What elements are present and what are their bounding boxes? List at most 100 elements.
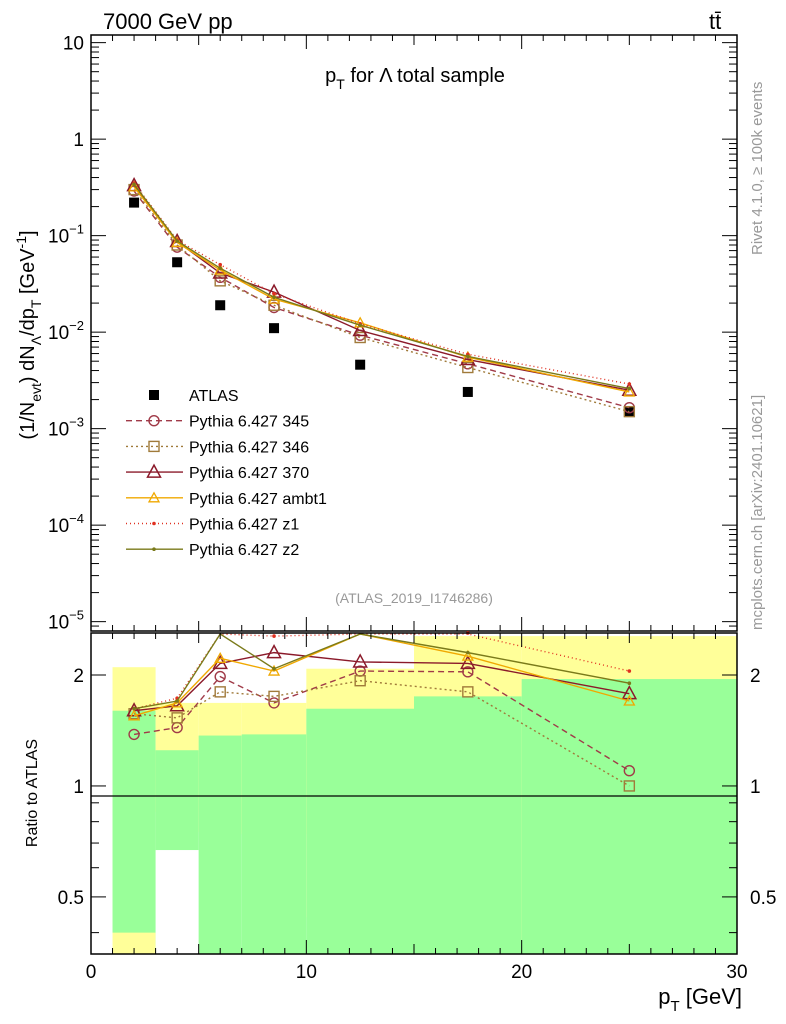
main-axes: 10 1 10−1 10−2 10−3 10−4 10−5 [48, 34, 738, 634]
data-point [129, 197, 140, 208]
main-y-axis-label: (1/Nevt) dNΛ/dpT [GeV-1] [13, 230, 44, 439]
green-band [306, 708, 414, 954]
main-y-tick-label: 10 [63, 34, 84, 55]
process-label: tt̄ [709, 9, 721, 34]
ratio-uncertainty-bands [112, 636, 737, 954]
ratio-data-point [214, 651, 227, 663]
ratio-data-point [266, 644, 282, 659]
main-y-tick-label: 10−5 [48, 608, 84, 634]
main-y-tick-label: 1 [73, 130, 84, 151]
data-point [462, 386, 473, 397]
data-point [172, 257, 183, 268]
main-plot-frame [90, 34, 738, 632]
ratio-data-point [462, 686, 474, 698]
ratio-series-line [133, 670, 630, 772]
white-band [155, 850, 199, 954]
data-point [218, 262, 222, 267]
main-panel: 10 1 10−1 10−2 10−3 10−4 10−5 pT for Λ total s… [13, 34, 738, 634]
data-point [354, 331, 366, 344]
ratio-data-point [268, 690, 280, 703]
data-point [175, 239, 179, 243]
ratio-data-point [128, 728, 140, 741]
series-line [133, 185, 630, 391]
ratio-data-point [621, 685, 638, 700]
data-point [623, 385, 636, 397]
legend-label: Pythia 6.427 ambt1 [189, 491, 327, 508]
legend-marker [148, 415, 160, 427]
ratio-axes: 0.5 0.51 12 20 10 20 30 [58, 633, 776, 983]
legend-label: ATLAS [189, 388, 239, 405]
data-point [218, 266, 222, 270]
ratio-data-point [627, 681, 632, 686]
legend-marker [152, 521, 156, 526]
data-point [621, 381, 638, 396]
ratio-data-point [132, 706, 136, 711]
main-y-tick-label: 10−2 [48, 318, 84, 344]
data-point [627, 386, 632, 391]
legend-marker [148, 440, 160, 453]
ratio-y-tick-label: 1 [73, 777, 84, 798]
ratio-panel: 0.5 0.51 12 20 10 20 30 Ratio to ATLAS pT [GeV… [24, 631, 776, 1015]
mcplots-label: mcplots.cern.ch [arXiv:2401.10621] [749, 395, 766, 630]
ratio-data-point [267, 664, 281, 676]
series-line [133, 186, 630, 393]
green-band [112, 710, 156, 933]
ratio-data-point [272, 634, 276, 638]
green-band [241, 734, 307, 954]
energy-label: 7000 GeV pp [103, 9, 233, 34]
main-title: pT for Λ total sample [325, 65, 505, 92]
legend-label: Pythia 6.427 345 [189, 414, 309, 431]
data-point [358, 323, 362, 328]
series-line [133, 189, 630, 413]
ratio-data-point [623, 780, 636, 792]
series-line [133, 183, 630, 390]
main-y-tick-label: 10−1 [48, 222, 84, 248]
green-band [414, 696, 522, 954]
data-point [623, 405, 636, 418]
ratio-y-tick-label-right: 0.5 [750, 888, 776, 909]
data-point [355, 359, 366, 370]
data-point [214, 275, 226, 287]
ratio-data-point [466, 650, 470, 655]
ratio-data-point [214, 686, 226, 698]
ratio-y-tick-label: 0.5 [58, 888, 84, 909]
legend-label: Pythia 6.427 346 [189, 439, 309, 456]
data-point [462, 361, 474, 374]
data-point [272, 295, 276, 300]
ratio-data-point [171, 712, 183, 724]
legend-label: Pythia 6.427 z1 [189, 517, 299, 534]
legend-label: Pythia 6.427 370 [189, 465, 309, 482]
ratio-data-point [461, 649, 474, 661]
data-point [132, 182, 136, 187]
ratio-data-point [627, 669, 632, 673]
x-tick-label: 20 [511, 962, 532, 983]
ratio-y-tick-label: 2 [73, 666, 84, 687]
ratio-y-axis-label: Ratio to ATLAS [24, 739, 41, 847]
ratio-series-line [133, 651, 630, 712]
legend: ATLAS Pythia 6.427 345 Pythia 6.427 346 Pyt… [126, 388, 327, 559]
x-tick-label: 0 [86, 962, 97, 983]
ratio-data-point [352, 653, 368, 668]
ratio-data-point [127, 709, 141, 721]
data-point [268, 299, 280, 311]
data-point [272, 291, 276, 296]
x-tick-label: 10 [296, 962, 317, 983]
data-point [466, 354, 470, 359]
data-point [215, 300, 226, 311]
ratio-plot-marks [126, 631, 638, 792]
ratio-data-point [460, 654, 476, 670]
main-y-tick-label: 10−4 [48, 511, 84, 537]
series-line [133, 190, 630, 409]
ratio-data-point [272, 666, 276, 671]
green-band [521, 679, 737, 954]
series-line [133, 182, 630, 385]
legend-marker [146, 463, 162, 478]
reference-label: (ATLAS_2019_I1746286) [335, 590, 493, 606]
green-band [198, 735, 242, 954]
ratio-data-point [623, 694, 636, 706]
data-point [269, 323, 280, 334]
ratio-data-point [462, 666, 474, 678]
main-plot-marks [126, 177, 638, 418]
main-y-tick-label: 10−3 [48, 415, 84, 441]
rivet-version-label: Rivet 4.1.0, ≥ 100k events [749, 82, 766, 255]
